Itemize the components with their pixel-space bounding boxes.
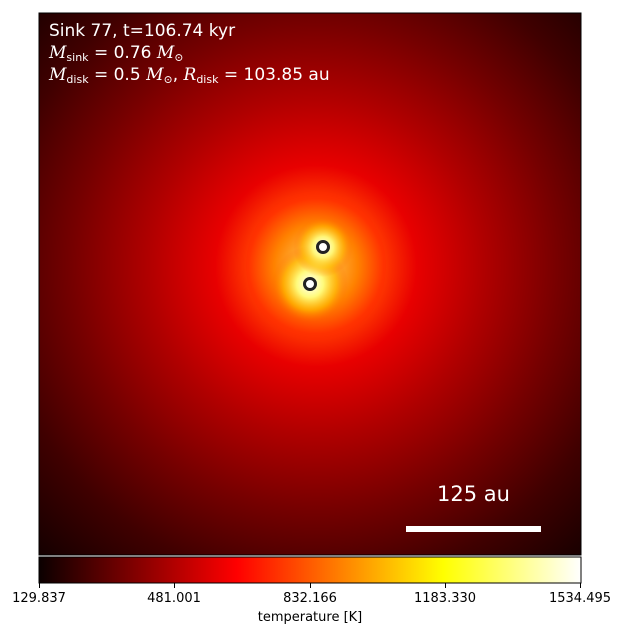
colorbar: [38, 556, 582, 584]
colorbar-ticks: [39, 583, 581, 588]
colorbar-tick-label: 1183.330: [413, 591, 477, 606]
disk-properties-label: Mdisk = 0.5 M⊙, Rdisk = 103.85 au: [49, 65, 330, 86]
scale-bar: [406, 526, 541, 532]
scale-bar-label: 125 au: [437, 482, 510, 506]
sink-marker: [316, 240, 330, 254]
temperature-map: [39, 13, 581, 555]
sink-mass-label: Msink = 0.76 M⊙: [49, 43, 184, 64]
image-frame: [38, 12, 582, 556]
colorbar-tick-label: 129.837: [12, 591, 66, 606]
colorbar-tick-label: 1534.495: [548, 591, 612, 606]
sink-title: Sink 77, t=106.74 kyr: [49, 21, 236, 41]
colorbar-tick-label: 832.166: [283, 591, 337, 606]
colorbar-label: temperature [K]: [257, 610, 363, 625]
colorbar-tick-label: 481.001: [147, 591, 201, 606]
sink-marker: [303, 277, 317, 291]
